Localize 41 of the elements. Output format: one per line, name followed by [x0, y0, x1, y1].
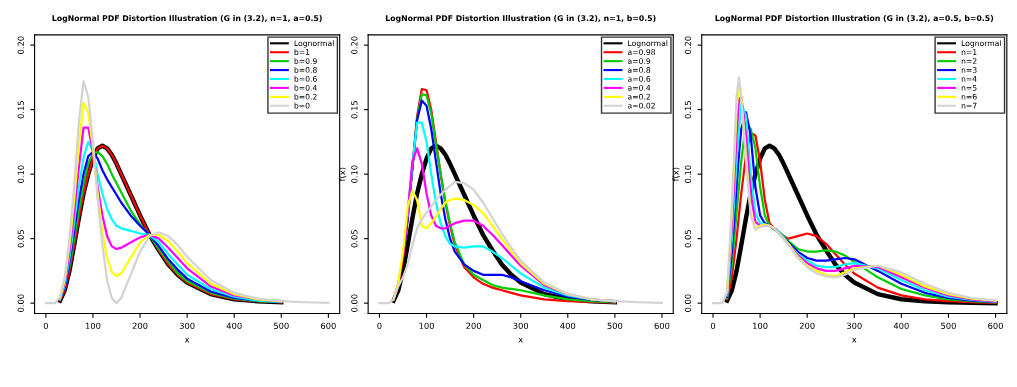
y-tick-label: 0.05: [17, 230, 24, 248]
y-tick-label: 0.10: [351, 165, 358, 183]
x-tick-label: 0: [43, 322, 48, 329]
x-axis-title: x: [184, 337, 190, 343]
x-tick-label: 200: [466, 322, 482, 329]
y-axis-title: f(x): [338, 167, 347, 182]
y-tick-label: 0.20: [17, 36, 24, 54]
x-tick-label: 0: [710, 322, 716, 329]
y-tick-label: 0.20: [684, 36, 692, 54]
x-tick-label: 200: [132, 322, 148, 329]
x-tick-label: 600: [988, 322, 1003, 329]
y-tick-label: 0.10: [684, 165, 692, 183]
x-axis-title: x: [852, 337, 857, 343]
x-tick-label: 500: [273, 322, 289, 329]
y-tick-label: 0.05: [684, 230, 692, 248]
y-tick-label: 0.20: [351, 36, 358, 54]
x-tick-label: 600: [654, 322, 670, 329]
x-tick-label: 400: [226, 322, 242, 329]
x-tick-label: 300: [179, 322, 195, 329]
x-tick-label: 300: [513, 322, 529, 329]
x-tick-label: 0: [377, 322, 382, 329]
y-tick-label: 0.15: [684, 101, 692, 119]
x-tick-label: 300: [846, 322, 862, 329]
y-tick-label: 0.10: [17, 165, 24, 183]
y-tick-label: 0.15: [351, 101, 358, 119]
y-tick-label: 0.15: [17, 101, 24, 119]
x-tick-label: 500: [607, 322, 623, 329]
y-tick-label: 0.00: [17, 294, 24, 312]
y-tick-label: 0.00: [684, 294, 692, 312]
x-tick-label: 200: [799, 322, 815, 329]
y-axis-title: f(x): [672, 167, 680, 182]
x-tick-label: 400: [893, 322, 909, 329]
y-tick-label: 0.05: [351, 230, 358, 248]
x-tick-label: 100: [753, 322, 768, 329]
x-axis-title: x: [518, 337, 523, 343]
x-tick-label: 100: [85, 322, 101, 329]
x-tick-label: 600: [321, 322, 336, 329]
x-tick-label: 400: [560, 322, 576, 329]
y-tick-label: 0.00: [351, 294, 358, 312]
x-tick-label: 500: [941, 322, 956, 329]
x-tick-label: 100: [419, 322, 434, 329]
